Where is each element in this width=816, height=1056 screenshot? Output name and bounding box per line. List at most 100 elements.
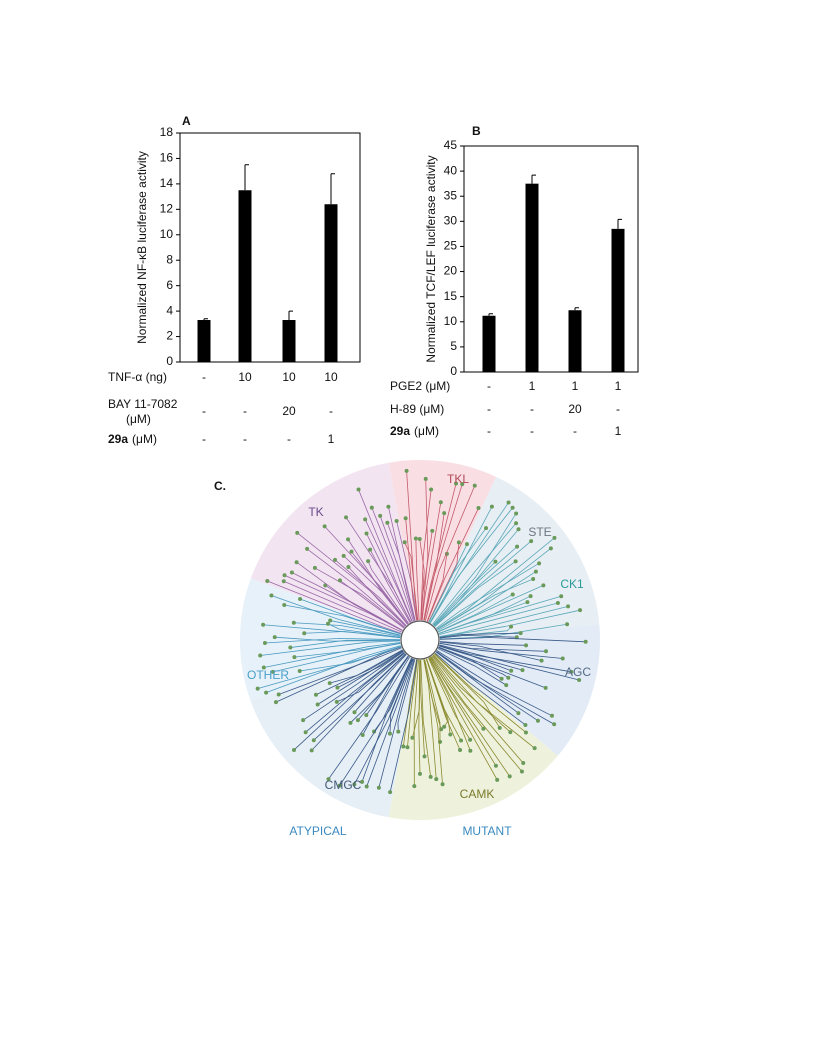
leaf [402,540,407,545]
branch [306,548,405,628]
leaf [326,621,331,626]
tree-center [400,620,440,660]
leaf [292,655,297,660]
branch [397,659,416,732]
y-tick-label: 0 [166,354,173,368]
leaf [294,560,299,565]
error-bar [574,307,579,311]
branch [415,538,420,621]
leaf [295,530,300,535]
branch [419,659,425,757]
leaf [315,702,320,707]
leaf [401,744,406,749]
branch [432,655,524,764]
branch [378,659,415,788]
branch [423,483,463,621]
leaf [448,732,453,737]
branch [434,652,526,726]
leaf [264,690,269,695]
branch [420,659,432,777]
leaf [326,777,331,782]
group-label: STE [528,525,551,539]
leaf [270,669,275,674]
y-tick-label: 10 [160,227,174,241]
branch [271,595,401,636]
leaf [515,544,520,549]
branch [439,645,512,672]
leaf [529,539,534,544]
branch [432,513,517,626]
condition-label-bold: 29a [390,424,410,438]
y-tick-label: 5 [450,339,457,353]
group-label: CAMK [460,787,495,801]
condition-value: - [530,424,534,438]
error-bar [244,164,249,191]
condition-value: - [530,402,534,416]
bar [324,204,338,362]
condition-value: - [487,379,491,393]
leaf [521,761,526,766]
leaf [528,594,533,599]
branch [429,502,509,623]
leaf [305,546,310,551]
branch [423,659,437,780]
leaf [333,557,338,562]
leaf [385,520,390,525]
leaf [346,565,351,570]
branch [317,650,404,705]
plot-frame [463,145,639,373]
leaf [386,504,391,509]
branch [404,542,419,621]
leaf [372,729,377,734]
leaf [337,783,342,788]
branch [265,645,401,694]
leaf [459,738,464,743]
branch [439,637,586,643]
leaf [565,622,570,627]
leaf [508,730,513,735]
leaf [509,624,514,629]
error-bar [330,173,335,205]
branch [337,650,404,689]
branch [439,641,542,662]
branch [347,539,408,625]
branch [428,657,471,751]
leaf [555,601,560,606]
leaf [493,763,498,768]
leaf [335,685,340,690]
branch [421,502,442,621]
leaf [514,521,519,526]
branch [283,580,402,633]
bar [197,320,211,362]
leaf [569,669,574,674]
leaf [261,665,266,670]
condition-label: BAY 11-7082 [108,397,178,411]
branch [348,566,406,627]
bar [482,315,496,372]
branch [379,515,415,621]
leaf [513,559,518,564]
leaf [312,565,317,570]
leaf [544,649,549,654]
branch [423,659,443,785]
branch [436,537,555,630]
branch [354,654,407,713]
branch [428,527,487,623]
leaf [281,579,286,584]
leaf [364,784,369,789]
leaf [352,710,357,715]
leaf [309,748,314,753]
leaf [442,511,447,516]
plot-frame [179,132,361,363]
leaf [489,504,494,509]
group-label: AGC [565,665,591,679]
bar [238,190,252,362]
leaf [541,583,546,588]
leaf [368,547,373,552]
leaf [442,724,447,729]
branch [339,580,405,629]
leaf [460,482,465,487]
leaf [438,500,443,505]
leaf [548,546,553,551]
leaf [311,738,316,743]
